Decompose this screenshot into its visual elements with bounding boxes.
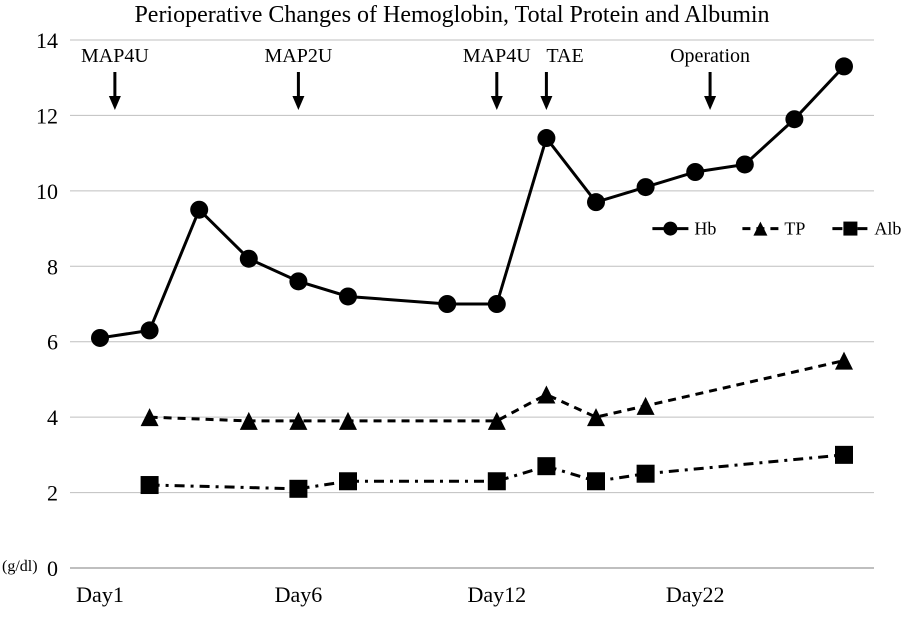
svg-text:Day1: Day1 xyxy=(76,582,124,607)
marker-circle xyxy=(785,110,803,128)
marker-square xyxy=(141,476,159,494)
annotation: Operation xyxy=(670,45,750,110)
legend: Hb TP Alb xyxy=(652,219,901,239)
svg-text:12: 12 xyxy=(36,103,58,128)
y-tick: 8 xyxy=(47,254,58,279)
marker-circle xyxy=(190,201,208,219)
marker-square xyxy=(488,472,506,490)
y-units-label: (g/dl) xyxy=(2,558,38,576)
svg-text:Operation: Operation xyxy=(670,45,750,67)
annotation: MAP4U xyxy=(463,45,531,110)
series-TP xyxy=(141,352,853,430)
x-tick: Day12 xyxy=(467,582,526,607)
marker-square xyxy=(637,465,655,483)
marker-circle xyxy=(537,129,555,147)
chart-container: Perioperative Changes of Hemoglobin, Tot… xyxy=(0,0,904,628)
svg-text:14: 14 xyxy=(36,28,58,53)
legend-label: TP xyxy=(784,219,805,239)
y-tick: 14 xyxy=(36,28,58,53)
series-line xyxy=(100,66,844,338)
series-Hb xyxy=(91,57,853,347)
annotation: MAP4U xyxy=(81,45,149,110)
svg-text:Day6: Day6 xyxy=(275,582,323,607)
marker-square xyxy=(843,222,857,236)
y-tick: 0 xyxy=(47,556,58,581)
marker-circle xyxy=(488,295,506,313)
series-line xyxy=(150,361,844,421)
svg-text:4: 4 xyxy=(47,405,58,430)
svg-text:MAP4U: MAP4U xyxy=(81,45,149,67)
arrow-head-icon xyxy=(109,96,121,110)
svg-text:8: 8 xyxy=(47,254,58,279)
annotation: TAE xyxy=(540,45,583,110)
arrow-head-icon xyxy=(491,96,503,110)
marker-circle xyxy=(835,57,853,75)
series-Alb xyxy=(141,446,853,498)
svg-text:10: 10 xyxy=(36,179,58,204)
arrow-head-icon xyxy=(540,96,552,110)
marker-circle xyxy=(686,163,704,181)
chart-svg: 0 2 4 6 8 10 12 14 Day1 Day6 Day12 Day22 MAP4U MAP2U M… xyxy=(0,0,904,628)
annotation: MAP2U xyxy=(265,45,333,110)
y-tick: 2 xyxy=(47,481,58,506)
marker-circle xyxy=(141,321,159,339)
marker-circle xyxy=(91,329,109,347)
marker-square xyxy=(835,446,853,464)
marker-circle xyxy=(289,272,307,290)
svg-text:0: 0 xyxy=(47,556,58,581)
svg-text:Day12: Day12 xyxy=(467,582,526,607)
legend-label: Hb xyxy=(694,219,716,239)
arrow-head-icon xyxy=(704,96,716,110)
marker-circle xyxy=(663,222,677,236)
marker-square xyxy=(587,472,605,490)
y-tick: 6 xyxy=(47,330,58,355)
y-tick: 4 xyxy=(47,405,58,430)
x-tick: Day6 xyxy=(275,582,323,607)
marker-square xyxy=(537,457,555,475)
marker-square xyxy=(339,472,357,490)
svg-text:Day22: Day22 xyxy=(666,582,725,607)
svg-text:TAE: TAE xyxy=(546,45,583,67)
svg-text:MAP2U: MAP2U xyxy=(265,45,333,67)
svg-text:MAP4U: MAP4U xyxy=(463,45,531,67)
marker-circle xyxy=(736,155,754,173)
x-tick: Day1 xyxy=(76,582,124,607)
marker-circle xyxy=(240,250,258,268)
marker-circle xyxy=(438,295,456,313)
y-tick: 12 xyxy=(36,103,58,128)
y-tick: 10 xyxy=(36,179,58,204)
marker-triangle xyxy=(339,412,357,430)
legend-label: Alb xyxy=(874,219,901,239)
marker-triangle xyxy=(753,222,767,236)
marker-circle xyxy=(587,193,605,211)
x-tick: Day22 xyxy=(666,582,725,607)
marker-triangle xyxy=(537,386,555,404)
svg-text:6: 6 xyxy=(47,330,58,355)
svg-text:2: 2 xyxy=(47,481,58,506)
marker-square xyxy=(289,480,307,498)
arrow-head-icon xyxy=(292,96,304,110)
marker-triangle xyxy=(637,397,655,415)
marker-circle xyxy=(339,287,357,305)
marker-circle xyxy=(637,178,655,196)
